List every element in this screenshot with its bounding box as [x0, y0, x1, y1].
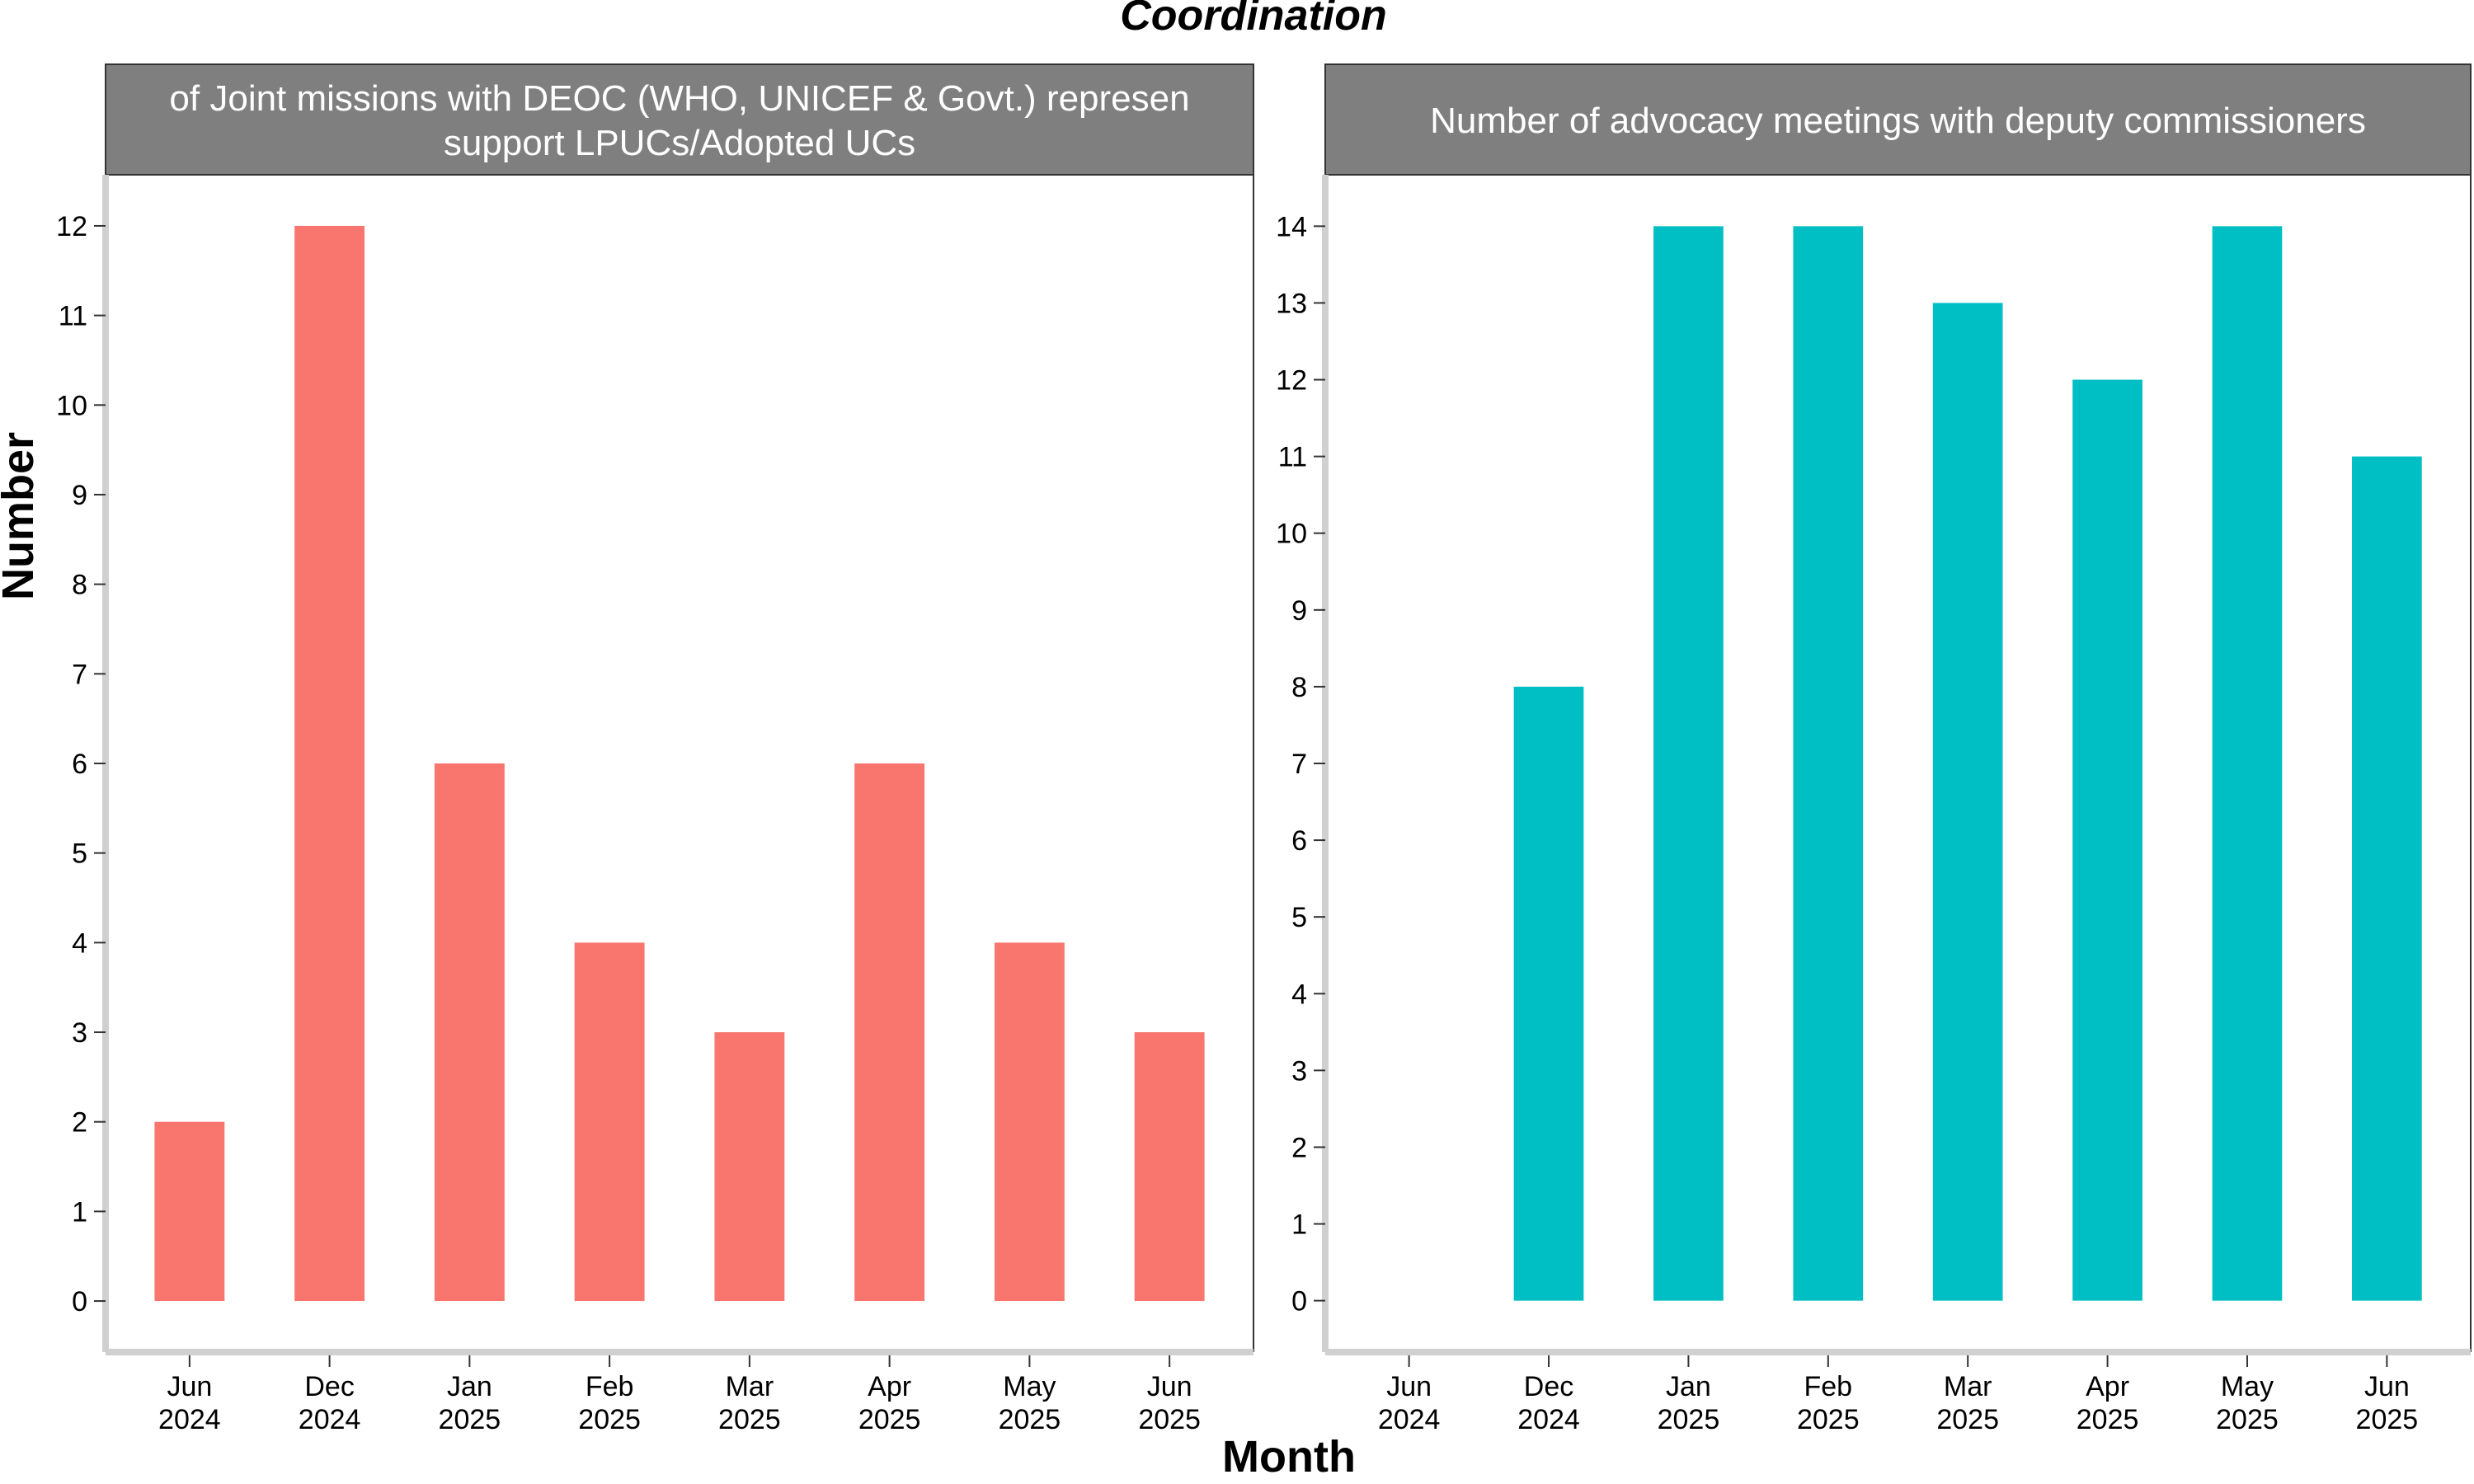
x-tick-label-month: Jan	[1666, 1371, 1711, 1402]
bar-2	[294, 225, 365, 1302]
x-tick-label-month: Jun	[167, 1371, 212, 1402]
x-tick-label-month: Mar	[726, 1371, 774, 1402]
x-tick-label-month: Jun	[2364, 1371, 2410, 1402]
y-tick-label: 1	[72, 1196, 87, 1228]
y-tick-label: 11	[59, 301, 87, 332]
y-tick-label: 7	[1291, 749, 1307, 780]
y-tick-label: 4	[1291, 979, 1307, 1010]
figure-title: Coordination	[1120, 0, 1387, 40]
bar-6	[2072, 379, 2142, 1301]
bar-7	[2212, 226, 2283, 1301]
x-tick-label-month: Jun	[1147, 1371, 1192, 1402]
y-tick-label: 6	[72, 749, 87, 780]
y-tick-label: 10	[56, 390, 87, 421]
x-tick-label-month: Jan	[447, 1371, 492, 1402]
bar-7	[994, 942, 1065, 1302]
x-tick-label-year: 2025	[999, 1404, 1061, 1435]
y-tick-label: 5	[72, 838, 87, 870]
panel-title-strip	[1324, 63, 2472, 176]
y-tick-label: 9	[1291, 595, 1307, 627]
x-tick-label-year: 2025	[1138, 1404, 1201, 1435]
y-tick-label: 3	[72, 1017, 87, 1049]
y-tick-label: 6	[1291, 825, 1307, 857]
y-tick-label: 5	[1291, 902, 1307, 933]
panel-title-line: Number of advocacy meetings with deputy …	[1430, 101, 2366, 141]
x-tick-label-year: 2024	[158, 1404, 221, 1435]
y-tick-label: 12	[56, 211, 87, 242]
y-tick-label: 2	[72, 1107, 87, 1139]
x-tick-label-month: Apr	[868, 1371, 911, 1402]
x-axis-label: Month	[1222, 1432, 1356, 1482]
bar-3	[434, 763, 505, 1302]
y-tick-label: 10	[1276, 519, 1307, 550]
y-tick-label: 9	[72, 480, 87, 511]
bar-8	[1134, 1032, 1205, 1302]
y-tick-label: 12	[1276, 365, 1307, 397]
y-tick-label: 7	[72, 659, 87, 690]
x-tick-label-month: May	[2221, 1371, 2274, 1402]
bar-1	[154, 1121, 225, 1302]
x-tick-label-month: Feb	[586, 1371, 634, 1402]
panel-title-strip	[105, 63, 1254, 176]
bar-4	[1793, 226, 1864, 1301]
x-tick-label-month: Dec	[1524, 1371, 1573, 1402]
x-tick-label-year: 2024	[1517, 1404, 1580, 1435]
y-tick-label: 13	[1276, 288, 1307, 319]
x-tick-label-year: 2025	[2077, 1404, 2139, 1435]
x-tick-label-month: Apr	[2086, 1371, 2129, 1402]
x-tick-label-year: 2025	[718, 1404, 781, 1435]
bar-8	[2352, 456, 2422, 1301]
y-tick-label: 4	[72, 928, 87, 959]
x-tick-label-year: 2025	[2356, 1404, 2419, 1435]
y-tick-label: 2	[1291, 1132, 1307, 1163]
x-tick-label-year: 2025	[1658, 1404, 1720, 1435]
panel-2: Number of advocacy meetings with deputy …	[1276, 63, 2472, 1435]
bar-2	[1513, 686, 1584, 1301]
x-tick-label-year: 2025	[578, 1404, 641, 1435]
y-axis-label: Number	[0, 432, 43, 600]
x-tick-label-year: 2025	[2216, 1404, 2279, 1435]
x-tick-label-year: 2025	[439, 1404, 501, 1435]
panel-1: of Joint missions with DEOC (WHO, UNICEF…	[56, 63, 1254, 1435]
bar-3	[1653, 226, 1724, 1301]
x-tick-label-year: 2024	[299, 1404, 361, 1435]
y-tick-label: 0	[72, 1286, 87, 1317]
x-tick-label-month: Dec	[304, 1371, 354, 1402]
bar-6	[854, 763, 925, 1302]
x-tick-label-month: Feb	[1804, 1371, 1853, 1402]
y-tick-label: 14	[1276, 211, 1307, 242]
y-tick-label: 8	[72, 570, 87, 601]
y-tick-label: 0	[1291, 1286, 1307, 1317]
panel-title-line: support LPUCs/Adopted UCs	[444, 123, 915, 163]
y-tick-label: 3	[1291, 1055, 1307, 1087]
plot-area	[1325, 175, 2471, 1352]
x-tick-label-month: Jun	[1386, 1371, 1432, 1402]
chart-panels: of Joint missions with DEOC (WHO, UNICEF…	[56, 63, 2472, 1435]
panel-title-line: of Joint missions with DEOC (WHO, UNICEF…	[169, 78, 1189, 119]
bar-4	[574, 942, 645, 1302]
y-tick-label: 1	[1291, 1209, 1307, 1241]
bar-5	[714, 1032, 785, 1302]
bar-5	[1932, 303, 2003, 1301]
x-tick-label-year: 2024	[1378, 1404, 1441, 1435]
y-tick-label: 11	[1278, 442, 1307, 473]
x-tick-label-year: 2025	[858, 1404, 921, 1435]
x-tick-label-year: 2025	[1797, 1404, 1860, 1435]
x-tick-label-month: Mar	[1944, 1371, 1992, 1402]
y-tick-label: 8	[1291, 672, 1307, 703]
x-tick-label-year: 2025	[1936, 1404, 1999, 1435]
x-tick-label-month: May	[1003, 1371, 1056, 1402]
plot-area	[106, 175, 1253, 1352]
